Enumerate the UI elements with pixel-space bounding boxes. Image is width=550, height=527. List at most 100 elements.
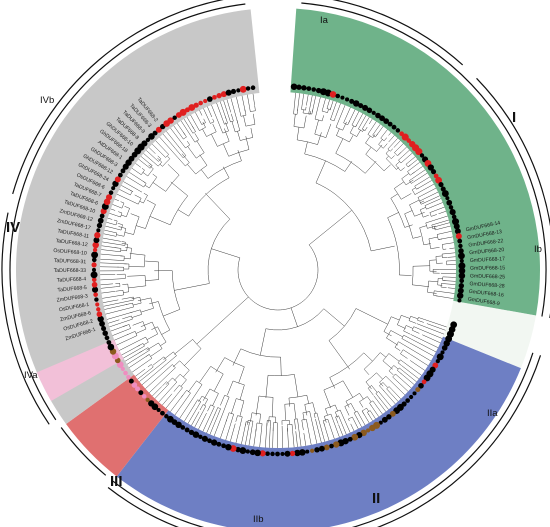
tree-branch [402,149,410,157]
tree-branch [131,168,139,174]
tree-branch [313,413,316,419]
tree-branch [170,381,178,390]
leaf-marker [340,95,345,100]
tree-branch [284,404,286,420]
tree-branch [155,158,159,162]
tree-branch [388,132,392,136]
tree-branch [411,162,420,169]
tree-branch [294,419,296,430]
tree-branch [411,189,416,195]
tree-branch [306,94,309,106]
leaf-marker [421,379,427,385]
tree-branch [209,415,218,435]
tree-branch [345,401,350,408]
tree-branch [167,364,173,369]
tree-branch [106,222,113,225]
tree-branch [115,232,118,237]
leaf-marker [254,449,261,457]
tree-branch [424,205,427,210]
tree-branch [138,172,142,175]
tree-branch [358,126,360,130]
tree-branch [400,353,408,359]
tree-branch [203,108,210,121]
leaf-marker [430,169,437,175]
tree-branch [192,339,202,349]
tree-branch [196,380,203,385]
tree-branch [397,324,406,329]
tree-branch [224,394,230,398]
tree-branch [247,94,250,107]
tree-branch [184,392,191,401]
leaf-marker [148,400,155,407]
tree-branch [146,354,150,357]
tree-branch [344,406,350,416]
tree-branches [100,92,456,448]
tree-branch [152,182,166,192]
tree-branch [348,109,356,123]
tree-branch [213,373,224,392]
tree-branch [149,366,154,370]
tree-branch [306,395,309,404]
tree-branch [365,135,371,144]
arc-clade-III [60,427,107,476]
tree-branch [130,309,141,313]
leaf-marker [395,128,401,133]
tree-branch [143,341,149,345]
tree-branch [138,347,149,354]
leaf-marker [366,428,371,433]
leaf-marker [419,153,425,158]
tree-branch [435,219,449,225]
tree-branch [166,131,180,148]
tree-branch [163,309,180,317]
tree-branch [140,350,150,357]
tree-branch [163,351,174,360]
tree-branch [123,324,130,327]
tree-branch [162,133,176,149]
tree-branch [225,122,229,132]
tree-branch [138,159,149,167]
tree-branch [375,393,381,399]
tree-branch [426,206,433,210]
tree-branch [141,168,145,171]
tree-branch [295,431,298,447]
tree-branch [417,317,419,321]
tree-branch [410,316,419,320]
tree-branch [250,110,256,112]
tree-branch [117,223,123,225]
tree-branch [325,123,332,138]
tree-branch [237,244,319,311]
tree-branch [400,349,404,354]
tree-branch [181,153,190,163]
tree-branch [147,166,151,169]
leaf-marker [123,370,128,376]
tree-branch [102,237,121,242]
tree-branch [422,191,439,200]
leaf-marker [305,449,310,454]
tree-branch [265,375,269,398]
tree-branch [212,393,219,406]
tree-branch [133,302,142,306]
tree-branch [179,373,187,381]
tree-branch [143,255,146,267]
tree-branch [372,134,376,138]
tree-branch [230,98,238,123]
tree-branch [433,215,448,221]
tree-branch [335,103,341,117]
tree-branch [157,157,162,163]
tree-branch [146,150,156,159]
tree-branch [322,420,325,426]
tree-branch [409,342,434,357]
tree-branch [397,362,402,366]
tree-branch [383,129,388,136]
tree-branch [187,146,197,159]
subclade-label-IVb: IVb [40,95,54,106]
tree-branch [149,163,153,166]
tree-branch [327,99,330,107]
tree-branch [268,374,295,376]
tree-branch [372,400,375,404]
tree-branch [136,225,146,229]
leaf-marker [436,353,444,361]
tree-branch [309,411,312,419]
tree-branch [367,396,372,403]
sector-clade-I [290,8,541,316]
